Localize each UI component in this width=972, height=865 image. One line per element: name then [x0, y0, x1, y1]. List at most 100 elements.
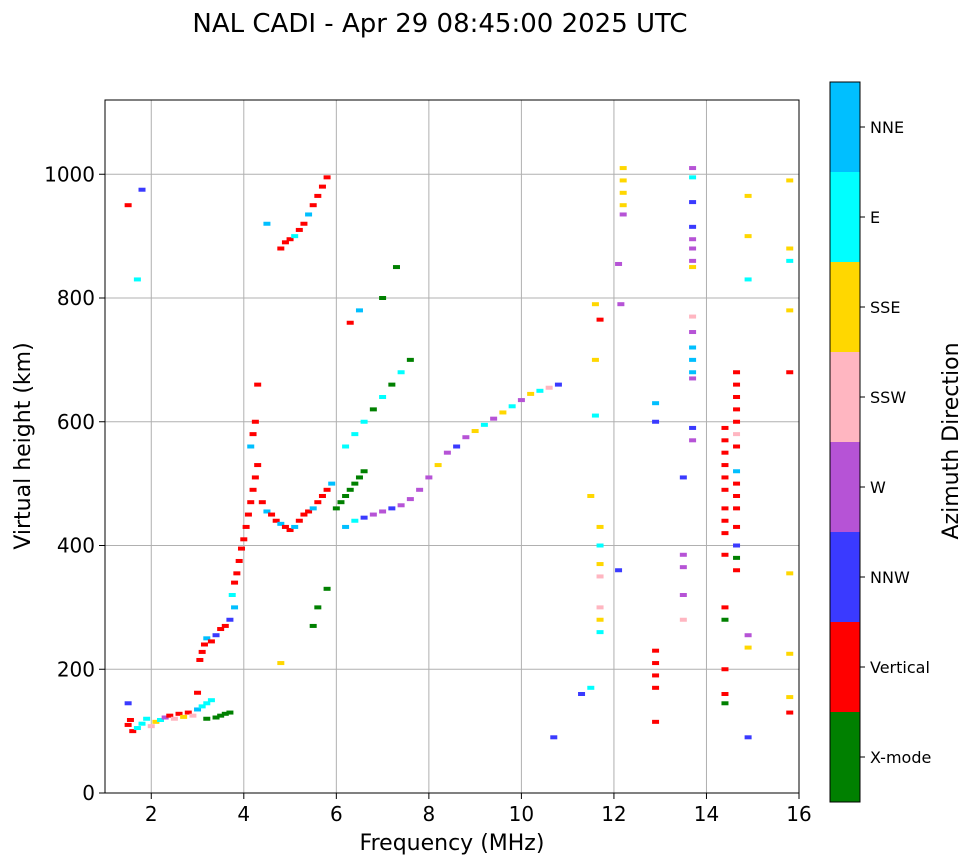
- data-point: [281, 240, 289, 245]
- colorbar-tick-label: SSE: [870, 298, 900, 317]
- data-point: [397, 370, 405, 375]
- data-point: [619, 166, 627, 171]
- data-point: [786, 258, 794, 263]
- y-tick-label: 1000: [44, 162, 95, 186]
- data-point: [305, 509, 313, 514]
- data-point: [596, 524, 604, 529]
- data-point: [786, 651, 794, 656]
- data-point: [133, 726, 141, 731]
- data-point: [228, 593, 236, 597]
- data-point: [124, 722, 132, 727]
- data-point: [786, 571, 794, 576]
- data-point: [196, 657, 204, 662]
- data-point: [212, 715, 220, 720]
- data-point: [733, 419, 741, 424]
- data-point: [203, 636, 211, 641]
- data-point: [596, 605, 604, 610]
- data-point: [342, 444, 350, 449]
- data-point: [249, 487, 257, 492]
- data-point: [143, 716, 151, 721]
- data-point: [309, 623, 317, 628]
- data-point: [689, 357, 697, 362]
- data-point: [337, 500, 345, 505]
- data-point: [406, 357, 414, 362]
- data-point: [277, 661, 285, 666]
- data-point: [235, 558, 243, 563]
- data-point: [244, 512, 252, 517]
- data-point: [295, 227, 303, 232]
- data-point: [652, 685, 660, 690]
- data-point: [318, 494, 326, 498]
- data-point: [689, 330, 697, 335]
- data-point: [342, 524, 350, 529]
- data-point: [721, 450, 729, 455]
- data-points: [124, 166, 794, 740]
- data-point: [138, 187, 146, 192]
- data-point: [346, 487, 354, 492]
- data-point: [332, 506, 340, 511]
- data-point: [786, 695, 794, 700]
- colorbar-segment: [830, 262, 860, 352]
- data-point: [263, 221, 271, 226]
- data-point: [596, 562, 604, 567]
- data-point: [323, 175, 331, 180]
- data-point: [679, 593, 687, 597]
- data-point: [124, 203, 132, 208]
- data-point: [203, 716, 211, 721]
- data-point: [226, 710, 234, 715]
- data-point: [129, 729, 137, 734]
- data-point: [305, 212, 313, 217]
- colorbar-segment: [830, 622, 860, 712]
- data-point: [300, 221, 308, 226]
- data-point: [277, 246, 285, 251]
- data-point: [786, 246, 794, 251]
- x-tick-label: 12: [601, 802, 626, 826]
- data-point: [499, 410, 507, 415]
- data-point: [721, 552, 729, 557]
- data-point: [679, 617, 687, 622]
- data-point: [369, 407, 377, 412]
- y-axis-label: Virtual height (km): [11, 342, 36, 549]
- data-point: [721, 531, 729, 536]
- data-point: [291, 524, 299, 529]
- data-point: [733, 524, 741, 529]
- y-tick-label: 0: [82, 781, 95, 805]
- data-point: [591, 413, 599, 418]
- data-point: [721, 605, 729, 610]
- data-point: [744, 277, 752, 282]
- data-point: [360, 469, 368, 474]
- data-point: [217, 627, 225, 632]
- data-point: [689, 345, 697, 350]
- data-point: [200, 642, 208, 647]
- data-point: [786, 370, 794, 375]
- data-point: [323, 487, 331, 492]
- data-point: [679, 552, 687, 557]
- data-point: [221, 711, 229, 716]
- data-point: [207, 639, 215, 644]
- data-point: [652, 673, 660, 678]
- data-point: [652, 661, 660, 666]
- data-point: [733, 506, 741, 511]
- data-point: [721, 487, 729, 492]
- colorbar-tick-label: NNW: [870, 568, 910, 587]
- data-point: [615, 261, 623, 266]
- data-point: [596, 574, 604, 579]
- colorbar-segment: [830, 712, 860, 802]
- data-point: [203, 701, 211, 706]
- data-point: [397, 503, 405, 508]
- data-point: [471, 429, 479, 434]
- data-point: [314, 193, 322, 198]
- data-point: [355, 475, 363, 480]
- data-point: [251, 419, 259, 424]
- data-point: [536, 388, 544, 393]
- data-point: [138, 721, 146, 726]
- data-point: [194, 690, 202, 695]
- colorbar-tick-label: SSW: [870, 388, 906, 407]
- x-axis-label: Frequency (MHz): [360, 831, 545, 856]
- chart-title: NAL CADI - Apr 29 08:45:00 2025 UTC: [192, 9, 687, 39]
- data-point: [406, 497, 414, 502]
- data-point: [152, 719, 160, 724]
- data-point: [379, 509, 387, 514]
- data-point: [180, 714, 188, 719]
